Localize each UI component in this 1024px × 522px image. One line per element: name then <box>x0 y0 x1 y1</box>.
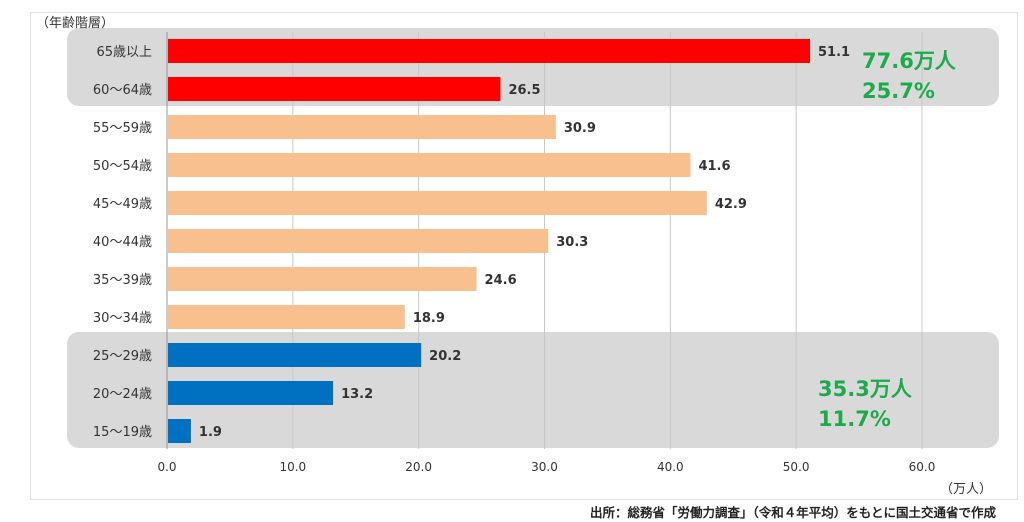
group-annotation-total: 35.3万人 <box>818 377 912 401</box>
x-axis-title: （万人） <box>940 482 992 497</box>
bar <box>168 39 811 63</box>
bar <box>168 115 556 139</box>
x-tick-label: 10.0 <box>279 460 306 474</box>
category-label: 65歳以上 <box>96 45 152 60</box>
bar <box>168 153 691 177</box>
value-label: 30.9 <box>564 121 596 136</box>
category-label: 45～49歳 <box>93 197 152 212</box>
group-annotation-share: 25.7% <box>862 79 935 103</box>
category-label: 15～19歳 <box>93 425 152 440</box>
category-label: 55～59歳 <box>93 121 152 136</box>
x-tick-label: 30.0 <box>531 460 558 474</box>
bar <box>168 267 477 291</box>
value-label: 26.5 <box>508 83 540 98</box>
value-label: 51.1 <box>818 45 850 60</box>
value-label: 24.6 <box>485 273 517 288</box>
y-axis-title: （年齢階層） <box>36 16 114 31</box>
category-label: 20～24歳 <box>93 387 152 402</box>
value-label: 42.9 <box>715 197 747 212</box>
x-tick-label: 50.0 <box>783 460 810 474</box>
bar <box>168 191 707 215</box>
bar <box>168 305 405 329</box>
category-label: 25～29歳 <box>93 349 152 364</box>
value-label: 20.2 <box>429 349 461 364</box>
category-label: 35～39歳 <box>93 273 152 288</box>
x-tick-label: 60.0 <box>909 460 936 474</box>
x-tick-label: 40.0 <box>657 460 684 474</box>
chart-frame <box>30 12 1018 500</box>
value-label: 18.9 <box>413 311 445 326</box>
x-tick-label: 20.0 <box>405 460 432 474</box>
category-label: 60～64歳 <box>93 83 152 98</box>
group-annotation-total: 77.6万人 <box>862 49 956 73</box>
bar <box>168 419 191 443</box>
value-label: 1.9 <box>199 425 222 440</box>
value-label: 41.6 <box>698 159 730 174</box>
category-label: 50～54歳 <box>93 159 152 174</box>
x-tick-label: 0.0 <box>157 460 176 474</box>
category-label: 30～34歳 <box>93 311 152 326</box>
source-note: 出所：総務省「労働力調査」（令和４年平均）をもとに国土交通省で作成 <box>589 505 996 520</box>
category-label: 40～44歳 <box>93 235 152 250</box>
group-annotation-share: 11.7% <box>818 407 891 431</box>
value-label: 13.2 <box>341 387 373 402</box>
value-label: 30.3 <box>556 235 588 250</box>
bar <box>168 343 422 367</box>
bar <box>168 77 501 101</box>
bar <box>168 381 334 405</box>
bar <box>168 229 549 253</box>
